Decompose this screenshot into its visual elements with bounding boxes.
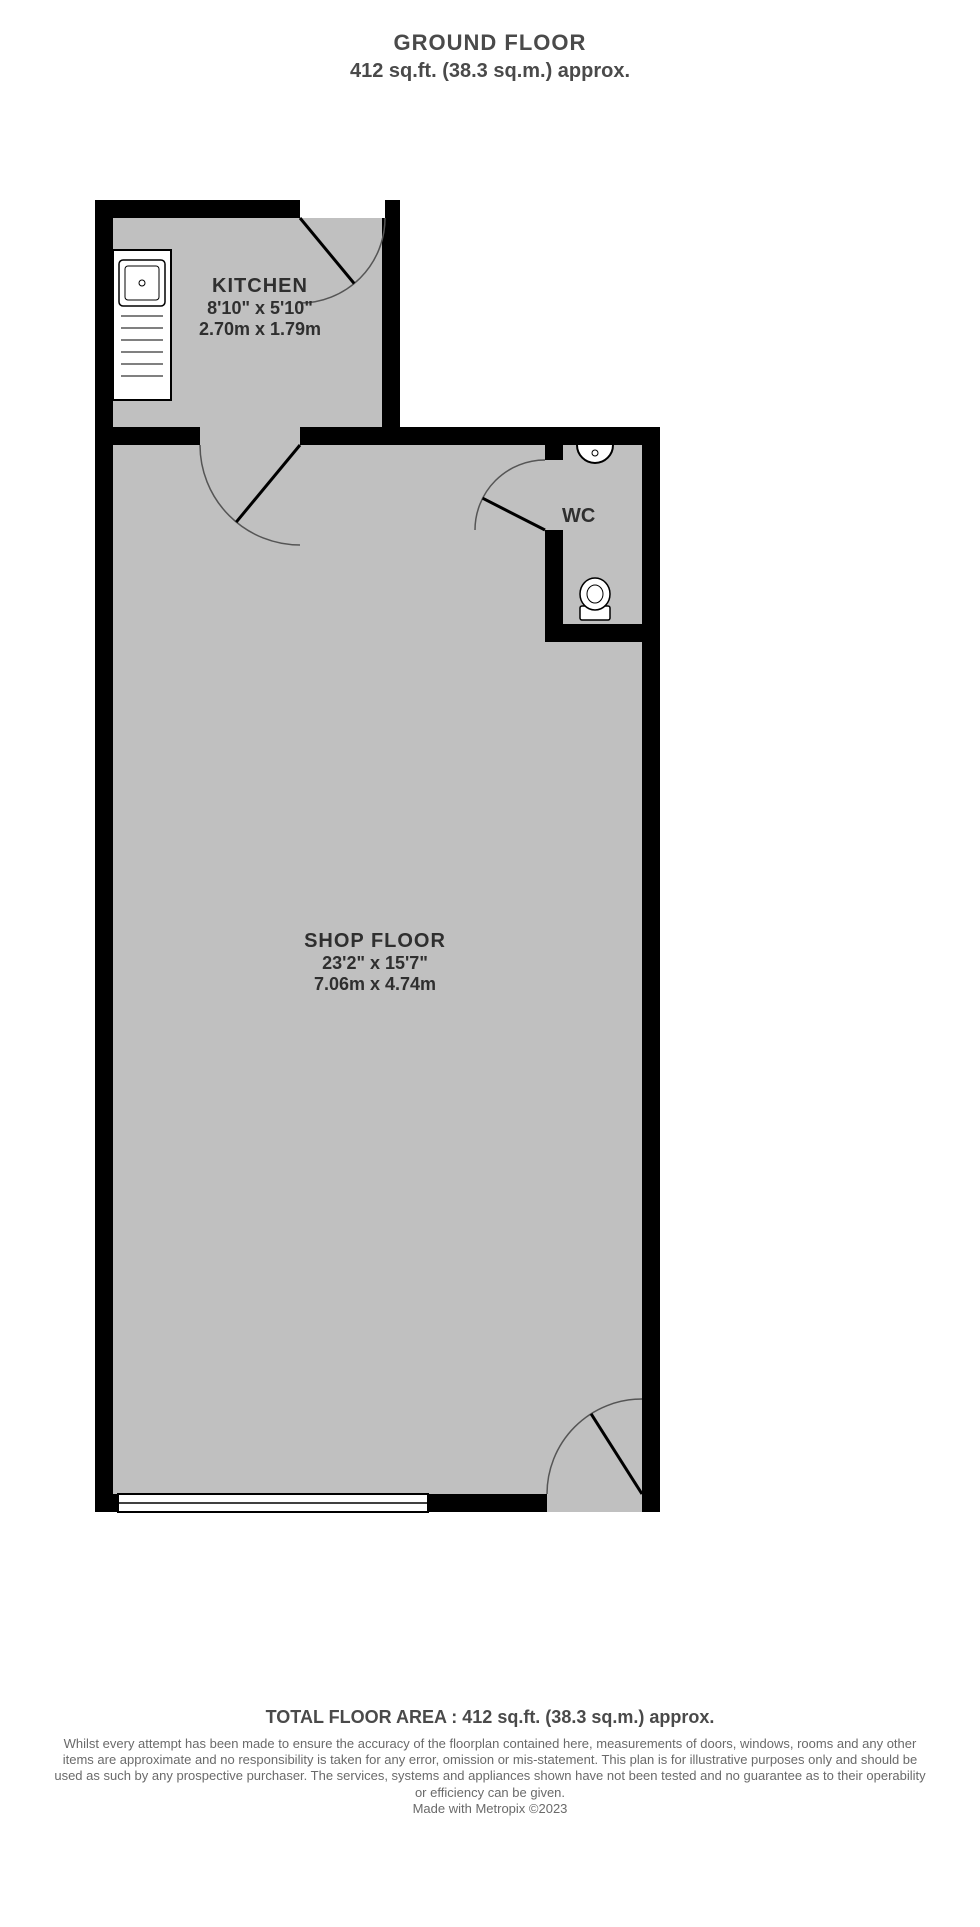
kitchen-dim-metric: 2.70m x 1.79m xyxy=(160,319,360,340)
credit: Made with Metropix ©2023 xyxy=(50,1801,930,1817)
floorplan-page: GROUND FLOOR 412 sq.ft. (38.3 sq.m.) app… xyxy=(0,0,980,1927)
kitchen-dim-imperial: 8'10" x 5'10" xyxy=(160,298,360,319)
kitchen-name: KITCHEN xyxy=(160,275,360,298)
kitchen-label: KITCHEN 8'10" x 5'10" 2.70m x 1.79m xyxy=(160,275,360,340)
shop-label: SHOP FLOOR 23'2" x 15'7" 7.06m x 4.74m xyxy=(265,930,485,995)
shop-dim-imperial: 23'2" x 15'7" xyxy=(265,953,485,974)
shop-name: SHOP FLOOR xyxy=(265,930,485,953)
floorplan-svg xyxy=(0,0,980,1927)
total-area: TOTAL FLOOR AREA : 412 sq.ft. (38.3 sq.m… xyxy=(50,1707,930,1728)
shop-dim-metric: 7.06m x 4.74m xyxy=(265,974,485,995)
wc-label: WC xyxy=(562,505,595,528)
disclaimer: Whilst every attempt has been made to en… xyxy=(50,1736,930,1801)
footer: TOTAL FLOOR AREA : 412 sq.ft. (38.3 sq.m… xyxy=(50,1707,930,1817)
